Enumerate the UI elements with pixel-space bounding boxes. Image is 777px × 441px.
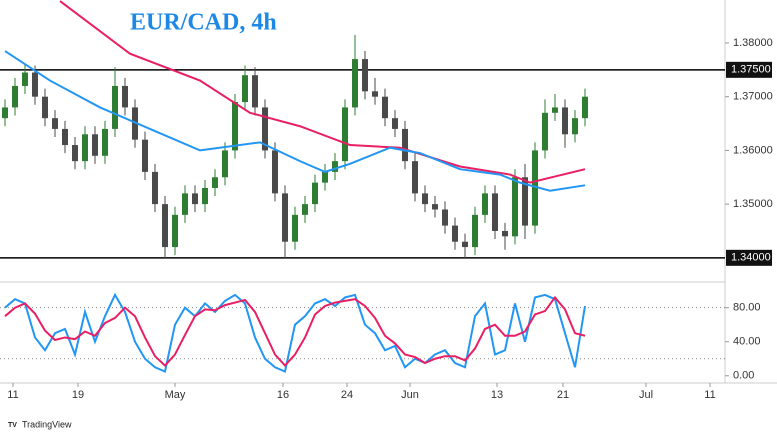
candle-body [282,193,288,242]
candle-body [412,161,418,194]
candle-body [402,128,408,162]
chart-title: EUR/CAD, 4h [130,10,277,36]
candle-body [162,204,168,248]
oscillator-line [4,292,586,373]
candle-body [312,182,318,205]
candle-body [332,161,338,172]
y-tick-label: 1.36000 [733,144,773,156]
moving-average [59,0,586,184]
y-tick-label: 1.37000 [733,91,773,103]
level-label-box [726,249,772,266]
candle-body [502,230,508,237]
y-tick-label: 1.38000 [733,37,773,49]
x-tick-label: 11 [704,389,715,401]
level-label: 1.34000 [731,252,771,264]
candle-body [72,145,78,162]
candle-body [152,171,158,205]
candle-body [562,107,568,135]
x-tick-label: Jul [639,389,653,401]
candle-body [52,118,58,129]
candle-body [372,91,378,97]
candle-body [222,150,228,178]
price-pane [0,0,725,259]
x-tick-label: 21 [557,389,569,401]
level-label-box [726,61,772,78]
candle-body [202,188,208,205]
candle-body [512,177,518,237]
candle-body [382,96,388,119]
osc-y-tick-label: 40.00 [733,336,761,348]
x-tick-label: May [165,389,186,401]
candle-body [212,177,218,188]
candle-body [452,225,458,242]
candle-body [182,193,188,215]
candle-body [532,150,538,226]
x-tick-label: 13 [491,389,503,401]
osc-y-tick-label: 80.00 [733,302,761,314]
candle-body [492,193,498,231]
moving-average [4,50,586,192]
x-tick-label: 16 [277,389,289,401]
x-tick-label: 24 [341,389,353,401]
candle-body [142,139,148,172]
x-tick-label: 19 [72,389,84,401]
candle-body [262,107,268,151]
candle-body [62,128,68,146]
candle-body [422,193,428,205]
level-label: 1.37500 [731,64,771,76]
x-tick-label: 11 [7,389,18,401]
candle-body [232,102,238,151]
candle-body [32,72,38,97]
candle-body [442,209,448,226]
candle-body [342,107,348,162]
candle-body [322,171,328,183]
candle-body [392,118,398,129]
candle-body [542,112,548,151]
candle-body [252,75,258,108]
candle-body [122,85,128,108]
axes: 11 19 May 16 24 Jun 13 21 Jul 11 1.38000 1.37000 1.3… [7,37,772,401]
candle-body [352,59,358,108]
y-tick-label: 1.35000 [733,198,773,210]
candle-body [292,214,298,242]
candle-body [192,193,198,205]
candle-body [582,96,588,119]
candle-body [12,85,18,108]
candle-body [482,193,488,215]
candle-body [302,204,308,215]
candle-body [242,75,248,103]
osc-y-tick-label: 0.00 [733,370,754,382]
oscillator-line [4,295,586,368]
candle-body [472,214,478,248]
brand-logo: TV [8,422,17,429]
candle-body [362,59,368,92]
candle-body [92,134,98,156]
candle-body [82,134,88,162]
candle-body [112,85,118,129]
oscillator-pane [0,292,725,373]
candle-body [572,118,578,135]
candle-body [172,214,178,248]
candle-body [462,241,468,248]
candle-body [102,128,108,156]
candle-body [432,204,438,210]
candle-body [42,96,48,119]
brand: TradingView [22,419,72,429]
candle-body [272,150,278,194]
candle-body [522,177,528,226]
candle-body [552,107,558,113]
x-tick-label: Jun [401,389,419,401]
candle-body [22,72,28,86]
candle-body [2,107,8,119]
